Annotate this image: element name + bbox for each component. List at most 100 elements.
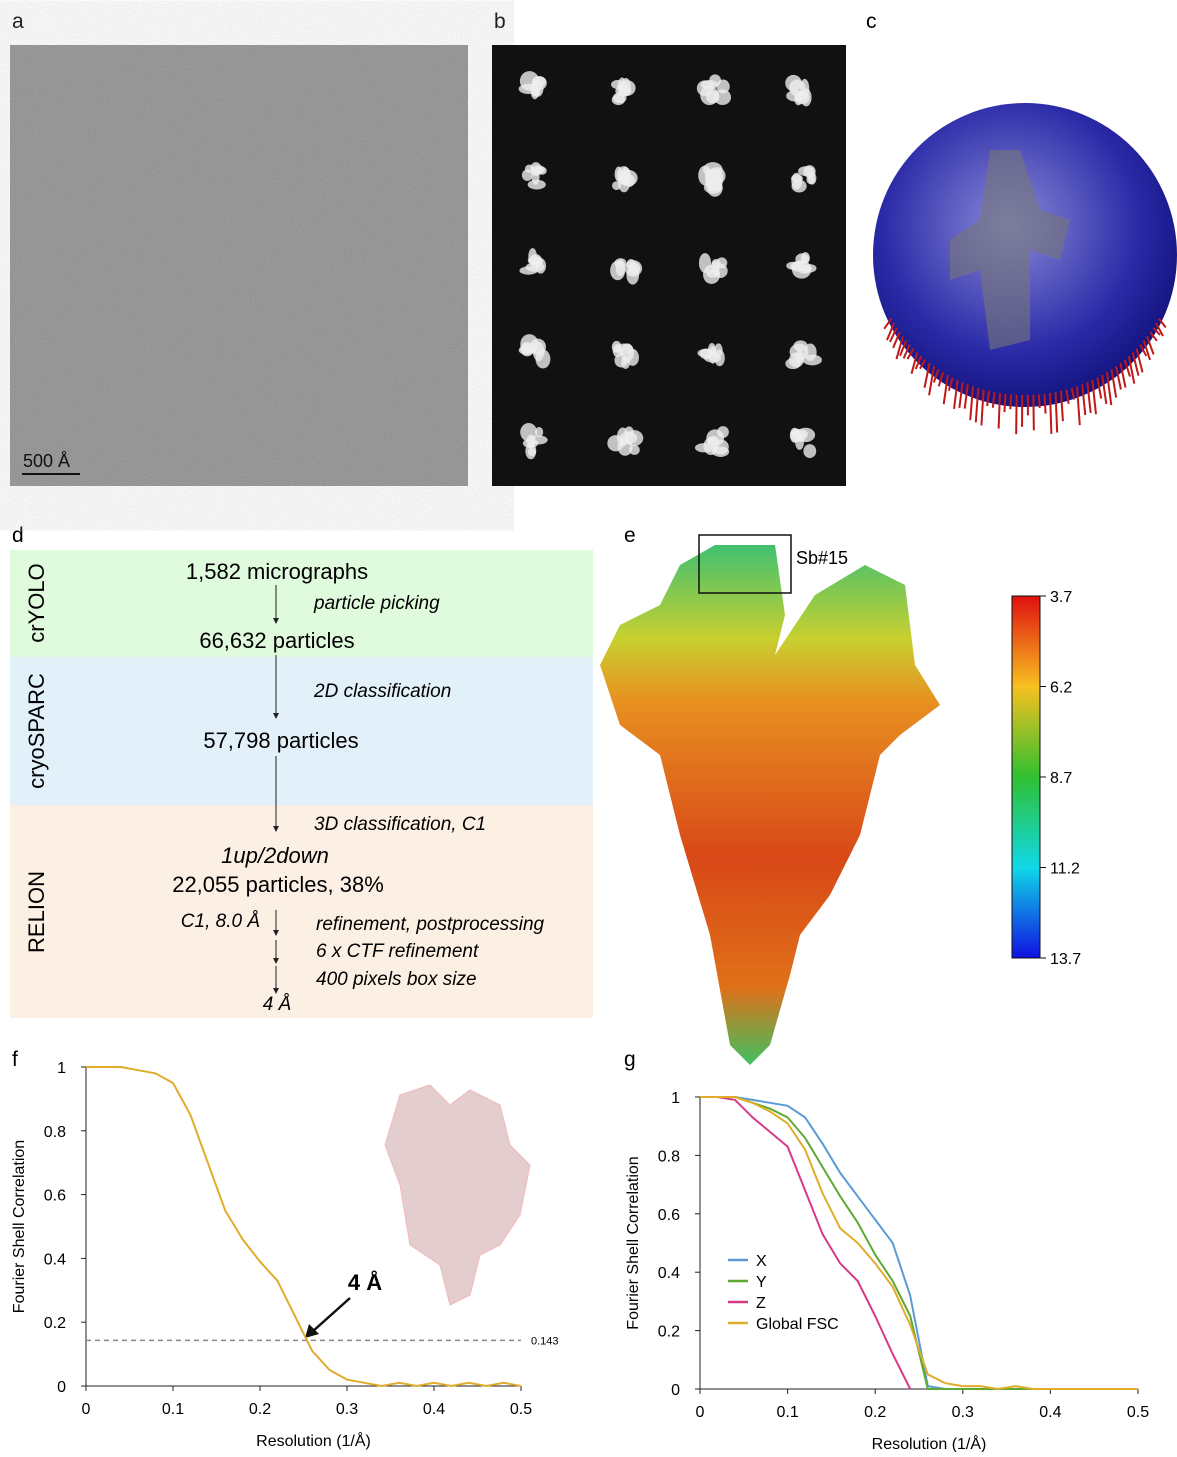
blob: [617, 427, 629, 446]
annotation-arrow: [312, 1298, 350, 1332]
blob: [535, 427, 543, 437]
y-tick-label: 0.2: [44, 1315, 66, 1332]
blob: [792, 260, 812, 278]
step-note: 6 x CTF refinement: [316, 941, 479, 962]
step: 22,055 particles, 38%: [172, 872, 384, 897]
fsc-curve: [700, 1097, 1138, 1389]
step: 1,582 micrographs: [186, 559, 368, 584]
blob: [621, 343, 635, 361]
blob: [785, 358, 800, 369]
x-axis-label: Resolution (1/Å): [872, 1434, 987, 1452]
threshold-label: 0.143: [531, 1335, 559, 1347]
spike: [1050, 393, 1051, 434]
x-axis-label: Resolution (1/Å): [256, 1431, 371, 1450]
box-label: Sb#15: [796, 548, 848, 568]
colorbar-label: 3.7: [1050, 589, 1072, 606]
step-note: 400 pixels box size: [316, 969, 477, 990]
blob: [709, 74, 721, 86]
step: 66,632 particles: [199, 628, 354, 653]
stage-label: RELION: [24, 871, 49, 953]
stage-label: cryoSPARC: [24, 673, 49, 789]
blob: [619, 170, 638, 186]
scale-bar-label: 500 Å: [23, 451, 70, 471]
blob: [528, 448, 536, 456]
blob: [535, 258, 546, 274]
spike: [1010, 394, 1011, 409]
blob: [796, 428, 815, 442]
step: 57,798 particles: [203, 728, 358, 753]
x-tick-label: 0.5: [510, 1401, 532, 1418]
panel-label: g: [624, 1048, 636, 1071]
blob: [522, 169, 533, 181]
blob: [520, 342, 534, 356]
colorbar: [1012, 596, 1040, 958]
panel-label: e: [624, 524, 636, 547]
stage-band: [10, 805, 593, 1018]
blob: [519, 84, 538, 94]
panel-label: a: [12, 10, 24, 33]
step-note: particle picking: [313, 593, 440, 614]
legend-label: Y: [756, 1274, 767, 1291]
y-tick-label: 0.8: [44, 1124, 66, 1141]
x-tick-label: 0.3: [952, 1404, 974, 1421]
annotation: 4 Å: [348, 1269, 382, 1295]
blob: [714, 89, 731, 105]
angular-distribution: [873, 103, 1177, 434]
blob: [629, 445, 640, 455]
y-tick-label: 0.2: [658, 1324, 680, 1341]
legend-label: Z: [756, 1295, 766, 1312]
colorbar-label: 11.2: [1050, 861, 1080, 878]
blob: [704, 354, 721, 363]
y-axis-label: Fourier Shell Correlation: [11, 1140, 28, 1313]
stage-label: crYOLO: [24, 563, 49, 642]
step-note: 3D classification, C1: [314, 814, 486, 835]
x-tick-label: 0: [82, 1401, 91, 1418]
y-tick-label: 1: [671, 1090, 680, 1107]
step: 4 Å: [263, 994, 292, 1015]
blob: [803, 444, 816, 458]
y-tick-label: 0.6: [658, 1207, 680, 1224]
x-tick-label: 0.4: [423, 1401, 445, 1418]
blob: [519, 266, 537, 274]
fsc-curve: [700, 1097, 910, 1389]
colorbar-ticks: 3.76.28.711.213.7: [1040, 589, 1081, 968]
blob: [699, 253, 711, 273]
x-tick-label: 0.3: [336, 1401, 358, 1418]
x-tick-label: 0.1: [162, 1401, 184, 1418]
blob: [806, 174, 815, 184]
blob: [532, 168, 540, 185]
legend-label: Global FSC: [756, 1316, 839, 1333]
x-tick-label: 0.1: [776, 1404, 798, 1421]
spike: [1004, 394, 1005, 412]
spike: [1039, 394, 1040, 408]
y-tick-label: 0: [671, 1382, 680, 1399]
spike: [999, 393, 1000, 428]
step-note: C1, 8.0 Å: [181, 911, 260, 932]
blob: [716, 257, 727, 268]
blob: [801, 88, 812, 106]
y-tick-label: 0: [57, 1379, 66, 1396]
x-tick-label: 0.2: [864, 1404, 886, 1421]
x-tick-label: 0: [696, 1404, 705, 1421]
blob: [785, 75, 801, 91]
inset-map: [385, 1085, 530, 1305]
y-tick-label: 1: [57, 1060, 66, 1077]
step: 1up/2down: [221, 843, 329, 868]
spike: [1045, 394, 1046, 414]
y-tick-label: 0.8: [658, 1148, 680, 1165]
blob: [707, 436, 720, 446]
legend-label: X: [756, 1253, 767, 1270]
panel-label: b: [494, 10, 506, 33]
x-tick-label: 0.5: [1127, 1404, 1149, 1421]
micrograph-noise: [10, 45, 468, 486]
blob: [628, 262, 640, 274]
density-map: [600, 545, 940, 1065]
panel-label: d: [12, 524, 24, 547]
blob: [792, 180, 807, 193]
blob: [611, 80, 624, 89]
colorbar-label: 6.2: [1050, 680, 1072, 697]
blob: [527, 435, 536, 449]
y-axis-label: Fourier Shell Correlation: [625, 1156, 642, 1329]
